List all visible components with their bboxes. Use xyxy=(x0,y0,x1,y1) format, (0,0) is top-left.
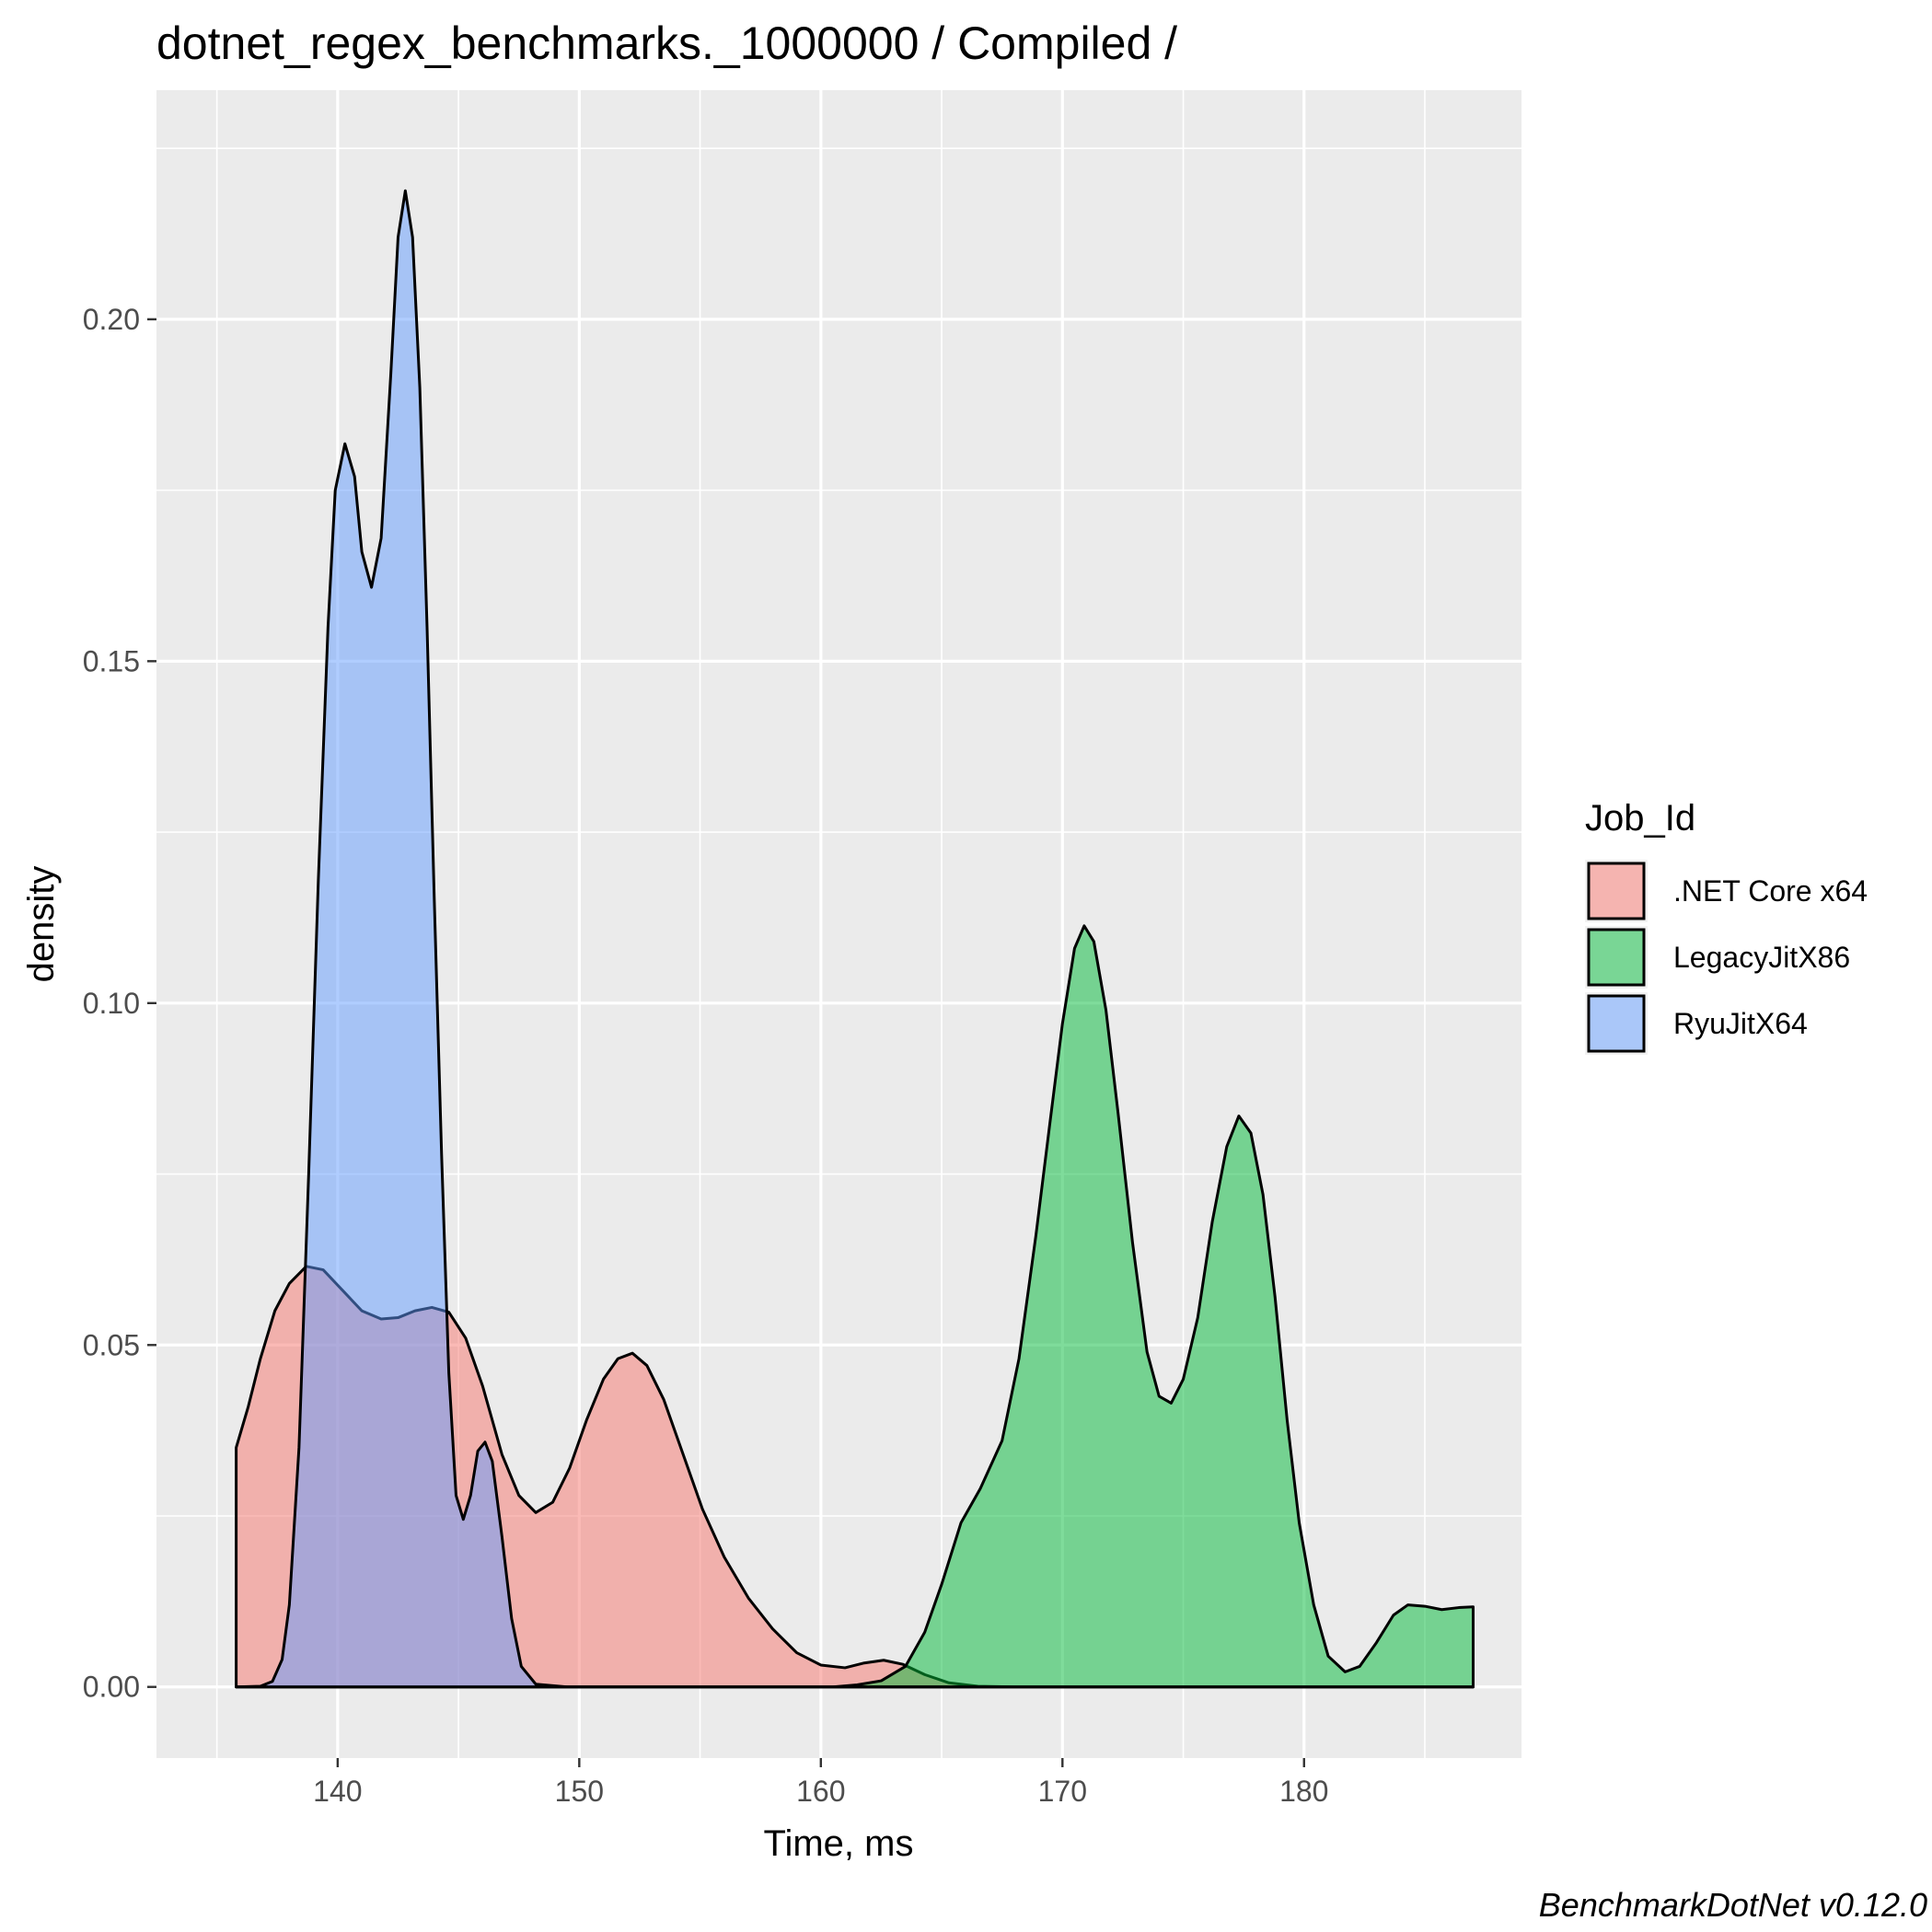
legend-item: .NET Core x64 xyxy=(1585,860,1868,922)
y-tick-label: 0.05 xyxy=(83,1328,140,1361)
legend-swatch xyxy=(1587,928,1646,987)
x-tick-label: 160 xyxy=(796,1775,845,1808)
y-tick-label: 0.00 xyxy=(83,1671,140,1704)
y-tick-label: 0.10 xyxy=(83,987,140,1020)
x-tick-label: 150 xyxy=(555,1775,604,1808)
x-tick-label: 140 xyxy=(313,1775,362,1808)
legend-swatch xyxy=(1587,862,1646,920)
legend-swatch xyxy=(1587,994,1646,1053)
caption: BenchmarkDotNet v0.12.0 xyxy=(1539,1886,1927,1924)
legend-label: LegacyJitX86 xyxy=(1673,941,1850,974)
density-areas xyxy=(235,189,1475,1689)
legend-title: Job_Id xyxy=(1585,798,1695,839)
x-tick-label: 170 xyxy=(1038,1775,1087,1808)
x-axis-title: Time, ms xyxy=(764,1823,914,1864)
legend-item: LegacyJitX86 xyxy=(1585,926,1850,989)
y-axis-title: density xyxy=(21,866,62,983)
y-tick-label: 0.15 xyxy=(83,644,140,677)
y-axis-ticks: 0.00 0.05 0.10 0.15 0.20 xyxy=(83,303,156,1704)
y-tick-label: 0.20 xyxy=(83,303,140,336)
density-area-ryujitx64 xyxy=(235,189,1475,1689)
density-area-legacyjitx86 xyxy=(235,924,1475,1689)
x-axis-ticks: 140 150 160 170 180 xyxy=(313,1758,1328,1808)
legend: .NET Core x64 LegacyJitX86 RyuJitX64 xyxy=(1585,860,1868,1055)
legend-label: .NET Core x64 xyxy=(1673,874,1868,908)
x-tick-label: 180 xyxy=(1279,1775,1328,1808)
chart-title: dotnet_regex_benchmarks._1000000 / Compi… xyxy=(156,17,1177,69)
legend-item: RyuJitX64 xyxy=(1585,992,1808,1055)
legend-label: RyuJitX64 xyxy=(1673,1007,1808,1040)
